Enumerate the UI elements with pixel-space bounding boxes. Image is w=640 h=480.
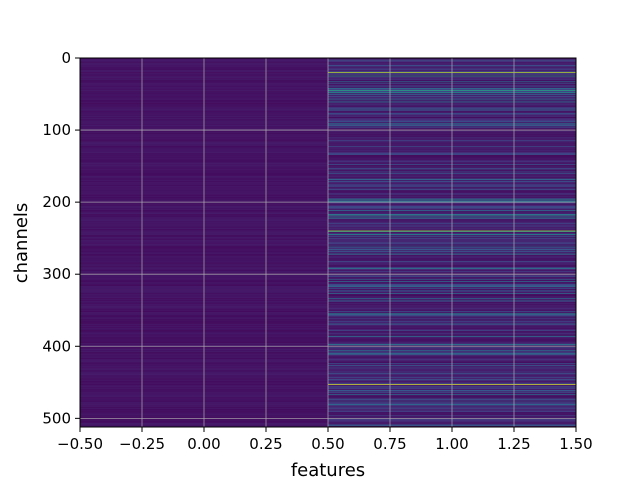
y-axis-title: channels [11,203,32,284]
y-tick-label: 0 [61,49,71,67]
axes [75,57,577,432]
y-tick-label: 400 [42,337,71,355]
y-tick-label: 200 [42,193,71,211]
x-tick-label: 1.50 [559,435,592,453]
x-tick-label: −0.25 [119,435,165,453]
x-axis-title: features [291,460,365,480]
x-tick-label: 1.25 [497,435,530,453]
y-tick-labels: 0 100 200 300 400 500 [42,49,71,427]
y-tick-label: 300 [42,265,71,283]
x-tick-label: 0.75 [373,435,406,453]
y-tick-label: 500 [42,409,71,427]
x-tick-label: 1.00 [435,435,468,453]
x-tick-label: 0.00 [187,435,220,453]
x-tick-labels: −0.50 −0.25 0.00 0.25 0.50 0.75 1.00 1.25 1.50 [57,435,593,453]
y-tick-label: 100 [42,121,71,139]
x-tick-label: −0.50 [57,435,103,453]
x-tick-label: 0.50 [311,435,344,453]
x-tick-label: 0.25 [249,435,282,453]
